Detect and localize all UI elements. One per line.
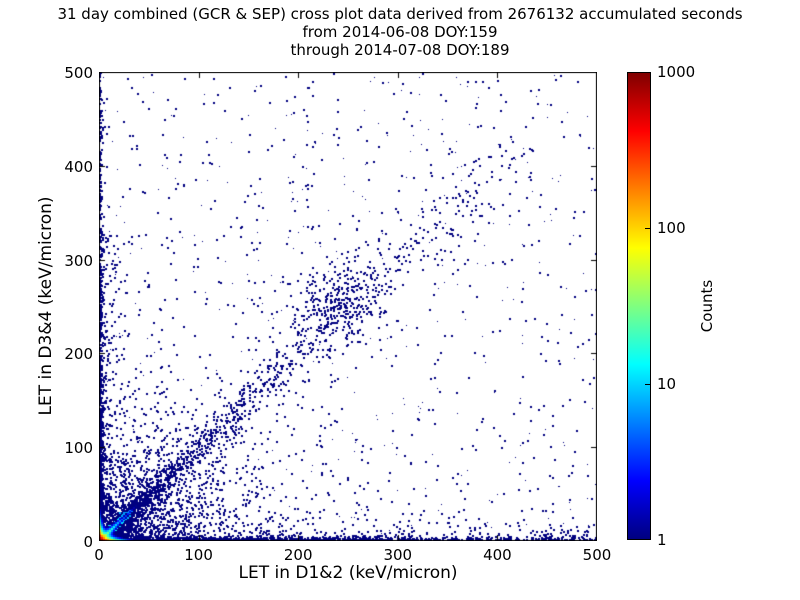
x-tick-label: 200 — [283, 546, 313, 564]
x-tick-label: 100 — [184, 546, 213, 564]
x-tick-label: 500 — [582, 546, 612, 564]
x-tick-label: 400 — [483, 546, 512, 564]
y-tick-label: 400 — [64, 157, 93, 176]
colorbar-tickmark — [645, 228, 650, 229]
chart-subtitle-from: from 2014-06-08 DOY:159 — [302, 23, 498, 41]
y-tick-label: 500 — [64, 64, 93, 82]
x-tick-label: 300 — [383, 546, 413, 564]
plot-area — [99, 72, 597, 541]
colorbar-tick-label: 10 — [657, 375, 677, 393]
x-tick-label: 0 — [94, 546, 104, 564]
colorbar-tick-label: 1000 — [657, 63, 696, 81]
y-axis-label: LET in D3&4 (keV/micron) — [36, 196, 56, 416]
chart-title: 31 day combined (GCR & SEP) cross plot d… — [57, 5, 743, 23]
colorbar — [627, 72, 651, 540]
y-tick-label: 100 — [64, 439, 93, 458]
chart-subtitle-through: through 2014-07-08 DOY:189 — [290, 41, 510, 59]
colorbar-tick-label: 1 — [657, 531, 667, 549]
y-tick-label: 0 — [83, 533, 93, 551]
x-axis-label: LET in D1&2 (keV/micron) — [238, 563, 458, 583]
colorbar-tickmark — [645, 384, 650, 385]
scatter-canvas — [99, 72, 597, 541]
y-tick-label: 200 — [64, 345, 93, 364]
colorbar-tick-label: 100 — [657, 219, 686, 237]
chart-title-block: 31 day combined (GCR & SEP) cross plot d… — [0, 5, 800, 59]
colorbar-label: Counts — [698, 279, 716, 333]
y-tick-label: 300 — [64, 251, 93, 270]
